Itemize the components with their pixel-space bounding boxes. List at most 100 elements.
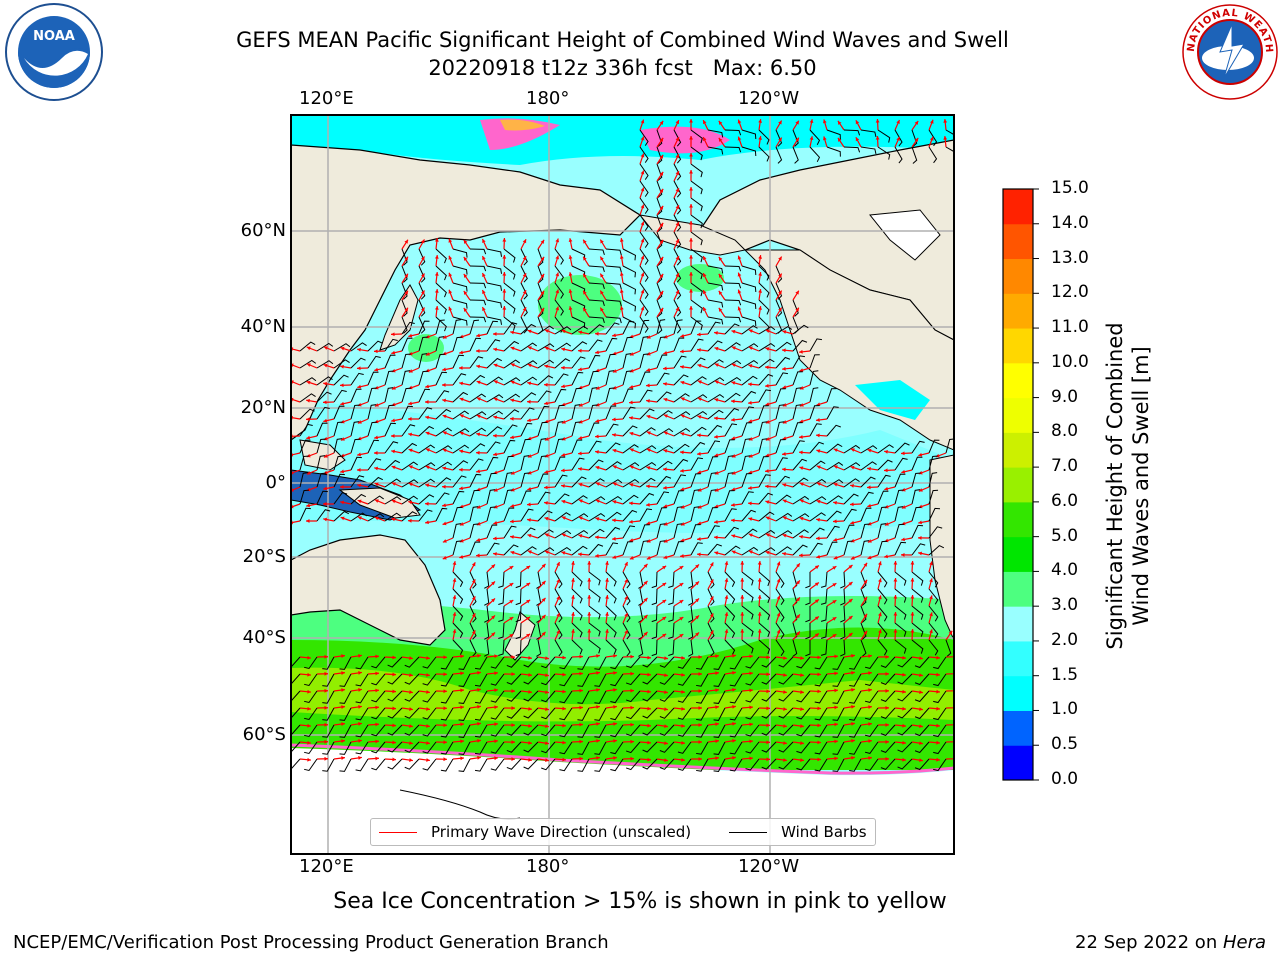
wave-arrow-head xyxy=(528,689,532,694)
wave-arrow-head xyxy=(659,273,664,278)
wave-arrow-head xyxy=(425,483,430,488)
wind-barb xyxy=(668,622,675,639)
wave-arrow-head xyxy=(357,347,361,352)
wave-arrow-head xyxy=(459,381,464,386)
wave-arrow-head xyxy=(494,671,498,676)
wave-arrow-head xyxy=(675,188,680,193)
wave-arrow-head xyxy=(948,630,953,635)
wave-arrow-head xyxy=(850,448,855,452)
wind-barb xyxy=(537,282,544,300)
wind-barb xyxy=(724,323,740,335)
wind-barb xyxy=(554,299,564,316)
wave-arrow-head xyxy=(494,722,498,727)
north-patch-1 xyxy=(538,275,622,335)
wave-arrow-head xyxy=(918,488,923,492)
wind-barb xyxy=(622,639,631,657)
wave-arrow-head xyxy=(783,758,787,762)
wave-arrow-head xyxy=(765,329,770,333)
footer-date: 22 Sep 2022 on Hera xyxy=(1075,932,1266,953)
wave-arrow-head xyxy=(324,671,328,676)
wind-barb xyxy=(826,424,841,437)
wind-barb xyxy=(458,724,471,738)
wind-barb xyxy=(724,526,739,539)
wave-arrow-head xyxy=(643,580,648,585)
wave-arrow-head xyxy=(306,519,310,523)
footer-machine: Hera xyxy=(1222,932,1266,953)
wave-arrow-head xyxy=(823,136,827,141)
wave-arrow-head xyxy=(528,723,532,728)
lon-label-top-120w: 120°W xyxy=(738,88,800,109)
wind-barb xyxy=(520,248,528,266)
wind-barb xyxy=(724,439,735,454)
wind-barb xyxy=(778,758,794,770)
wave-arrow-head xyxy=(765,516,770,521)
wave-arrow-head xyxy=(714,434,718,439)
wind-barb xyxy=(758,511,775,522)
colorbar-segment xyxy=(1003,675,1033,711)
wind-barb xyxy=(707,622,715,640)
wind-barb xyxy=(741,528,758,539)
wave-arrow-head xyxy=(340,516,345,521)
wave-arrow-head xyxy=(664,673,668,678)
wave-arrow-head xyxy=(758,272,763,276)
wind-barb xyxy=(897,690,913,702)
wind-barb xyxy=(832,758,845,772)
wave-arrow-head xyxy=(647,706,651,711)
wind-barb xyxy=(668,639,675,656)
wave-arrow-head xyxy=(663,397,668,402)
wind-barb xyxy=(515,622,522,640)
wave-arrow-head xyxy=(796,563,800,568)
wave-arrow-head xyxy=(749,671,753,676)
wind-barb xyxy=(387,690,403,702)
wave-arrow-head xyxy=(629,368,634,373)
wind-barb xyxy=(729,673,743,687)
wind-barb xyxy=(729,741,743,755)
wave-arrow-head xyxy=(867,485,871,490)
wind-barb xyxy=(622,406,636,420)
wave-arrow-head xyxy=(605,561,609,565)
wave-arrow-head xyxy=(689,170,693,174)
wind-barb xyxy=(656,507,667,522)
wave-arrow-head xyxy=(749,756,753,761)
wave-arrow-head xyxy=(679,617,684,621)
colorbar-tick-label: 4.0 xyxy=(1051,560,1079,581)
wave-arrow-head xyxy=(697,451,701,456)
wave-arrow-head xyxy=(596,739,600,743)
wind-barb xyxy=(291,741,301,753)
wave-arrow-head xyxy=(605,612,609,616)
wave-arrow-head xyxy=(619,272,624,276)
wave-arrow-head xyxy=(442,383,446,387)
wave-arrow-head xyxy=(868,705,872,710)
wave-arrow-head xyxy=(783,741,787,745)
wind-barb xyxy=(860,507,872,522)
wave-arrow-head xyxy=(568,238,573,243)
wave-arrow-head xyxy=(527,329,532,334)
wind-barb xyxy=(642,758,658,770)
wave-arrow-head xyxy=(878,612,882,617)
wind-barb xyxy=(659,758,675,770)
wind-barb xyxy=(826,495,843,505)
wave-arrow-head xyxy=(640,272,645,277)
wave-arrow-head xyxy=(800,690,804,694)
wind-barb xyxy=(605,299,622,307)
wind-barb xyxy=(299,408,315,420)
wave-arrow-head xyxy=(936,672,940,677)
wave-arrow-head xyxy=(375,756,379,761)
wind-barb xyxy=(452,523,462,539)
wind-barb xyxy=(559,690,573,704)
wind-barb xyxy=(367,458,382,471)
wind-barb xyxy=(622,541,633,556)
wind-barb xyxy=(503,377,521,386)
wave-arrow-head xyxy=(595,331,599,336)
wave-arrow-head xyxy=(323,400,327,405)
wave-arrow-head xyxy=(452,561,457,566)
wind-barb xyxy=(452,460,469,471)
wave-arrow-head xyxy=(561,329,566,334)
wind-barb xyxy=(404,758,420,770)
wave-arrow-head xyxy=(689,221,693,225)
wave-arrow-head xyxy=(340,469,345,474)
wave-arrow-head xyxy=(695,632,700,637)
wind-barb xyxy=(322,707,335,721)
wave-arrow-head xyxy=(556,578,560,583)
wave-arrow-head xyxy=(545,673,549,677)
